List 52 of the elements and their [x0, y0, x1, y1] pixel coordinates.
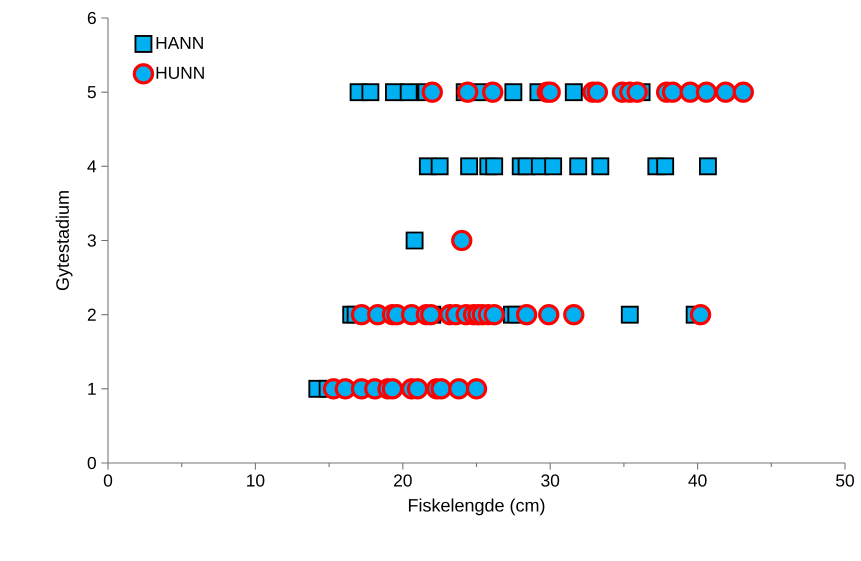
point — [591, 157, 610, 176]
point — [485, 157, 504, 176]
point — [732, 82, 754, 103]
point — [569, 157, 588, 176]
point — [451, 230, 472, 252]
point — [620, 306, 639, 324]
y-axis-title: Gytestadium — [56, 191, 73, 290]
point — [460, 157, 478, 176]
x-tick-label: 50 — [836, 474, 854, 487]
point — [544, 157, 562, 176]
x-tick-label: 20 — [394, 474, 412, 487]
y-tick-label: 3 — [88, 234, 96, 247]
point — [466, 378, 488, 400]
point — [400, 83, 418, 102]
point — [563, 304, 584, 326]
point — [626, 82, 648, 103]
point — [484, 304, 505, 326]
point — [361, 83, 380, 102]
point — [714, 82, 736, 103]
point — [690, 304, 712, 326]
point — [564, 83, 583, 102]
point — [456, 82, 478, 103]
y-tick-label: 2 — [88, 308, 96, 321]
legend-label: HUNN — [156, 66, 204, 79]
y-tick-label: 0 — [88, 456, 96, 470]
point — [382, 378, 404, 400]
y-tick-label: 4 — [87, 160, 96, 172]
point — [448, 378, 470, 400]
point — [586, 82, 608, 103]
x-tick-label: 0 — [104, 474, 112, 487]
point — [696, 82, 718, 103]
point — [662, 82, 684, 103]
x-tick-label: 40 — [688, 474, 707, 487]
point — [406, 232, 424, 250]
x-axis-title: Fiskelengde (cm) — [408, 498, 544, 516]
point — [698, 157, 717, 176]
point — [538, 304, 560, 326]
x-tick-label: 30 — [541, 474, 560, 487]
y-tick-label: 6 — [88, 12, 96, 24]
point — [420, 304, 442, 326]
point — [482, 82, 504, 103]
y-tick-label: 1 — [88, 382, 96, 395]
point — [516, 304, 538, 326]
point — [422, 82, 443, 103]
point — [430, 378, 452, 400]
y-tick-label: 5 — [88, 86, 96, 98]
point — [430, 157, 449, 176]
point — [406, 378, 428, 400]
point — [656, 157, 674, 176]
x-tick-label: 10 — [247, 474, 264, 487]
legend-label: HANN — [156, 36, 203, 49]
point — [504, 83, 522, 102]
